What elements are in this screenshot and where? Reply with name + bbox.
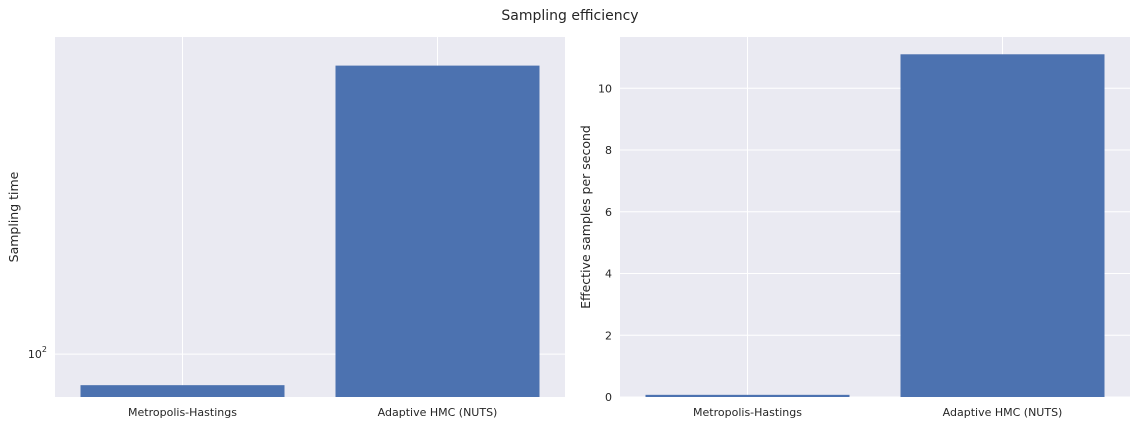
left-y-axis-label: Sampling time [6,171,21,262]
y-tick-label: 102 [28,345,47,361]
right-chart-effective-samples: Metropolis-Hastings Adaptive HMC (NUTS) 0… [578,37,1130,419]
right-y-tick-labels: 0 2 4 6 8 10 [598,82,612,404]
y-tick-label: 10 [598,82,612,95]
left-chart-sampling-time: Metropolis-Hastings Adaptive HMC (NUTS) 1… [6,37,565,419]
right-y-axis-label: Effective samples per second [578,125,593,309]
left-bars [80,65,540,398]
x-tick-label: Adaptive HMC (NUTS) [378,406,498,419]
y-tick-label: 8 [605,144,612,157]
y-tick-label: 2 [605,329,612,342]
x-tick-label: Adaptive HMC (NUTS) [943,406,1063,419]
bar-metropolis-hastings [80,385,285,397]
y-tick-label: 0 [605,391,612,404]
right-x-tick-labels: Metropolis-Hastings Adaptive HMC (NUTS) [693,406,1062,419]
bar-adaptive-hmc-nuts [335,65,540,398]
right-bars [645,54,1105,397]
bar-adaptive-hmc-nuts [900,54,1105,397]
left-y-tick-labels: 102 [28,345,47,361]
figure-title: Sampling efficiency [501,8,638,24]
x-tick-label: Metropolis-Hastings [128,406,237,419]
y-tick-label: 6 [605,206,612,219]
bar-metropolis-hastings [645,394,850,397]
left-x-tick-labels: Metropolis-Hastings Adaptive HMC (NUTS) [128,406,497,419]
x-tick-label: Metropolis-Hastings [693,406,802,419]
y-tick-label: 4 [605,268,612,281]
